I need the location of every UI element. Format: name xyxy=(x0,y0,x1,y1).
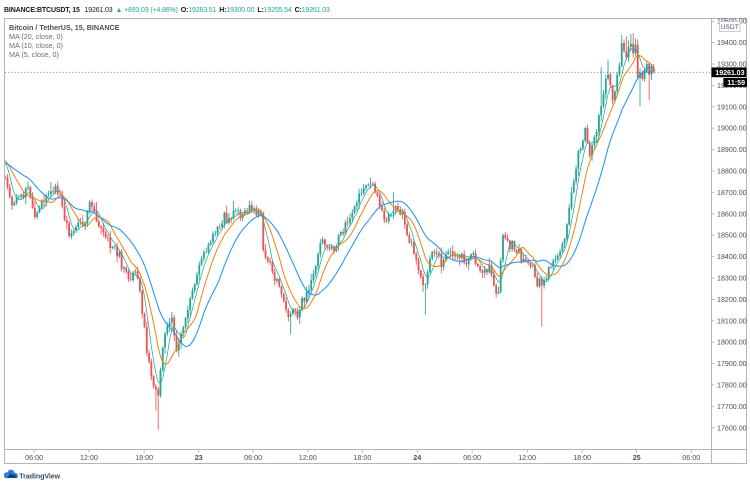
svg-text:06:00: 06:00 xyxy=(25,453,43,462)
svg-text:18000.00: 18000.00 xyxy=(717,339,747,347)
svg-text:24: 24 xyxy=(413,453,421,462)
svg-text:MA (5, close, 0): MA (5, close, 0) xyxy=(9,50,59,59)
svg-text:18:00: 18:00 xyxy=(353,453,371,462)
svg-text:12:00: 12:00 xyxy=(299,453,317,462)
svg-text:17700.00: 17700.00 xyxy=(717,403,747,411)
svg-text:19100.00: 19100.00 xyxy=(717,103,747,111)
svg-text:06:00: 06:00 xyxy=(682,453,700,462)
svg-text:18600.00: 18600.00 xyxy=(717,210,747,218)
svg-text:18900.00: 18900.00 xyxy=(717,146,747,154)
svg-text:Bitcoin / TetherUS, 15, BINANC: Bitcoin / TetherUS, 15, BINANCE xyxy=(9,23,120,32)
svg-text:BINANCE:BTCUSDT, 15 19261.03▲: BINANCE:BTCUSDT, 15 19261.03 ▲ +893.03 (+… xyxy=(4,7,330,14)
svg-text:12:00: 12:00 xyxy=(518,453,536,462)
svg-text:17600.00: 17600.00 xyxy=(717,424,747,432)
svg-text:TradingView: TradingView xyxy=(19,472,60,480)
svg-text:19000.00: 19000.00 xyxy=(717,125,747,133)
svg-text:18400.00: 18400.00 xyxy=(717,253,747,261)
svg-text:25: 25 xyxy=(633,453,641,462)
svg-text:18500.00: 18500.00 xyxy=(717,232,747,240)
svg-text:11:59: 11:59 xyxy=(727,79,745,87)
svg-text:19300.00: 19300.00 xyxy=(717,61,747,69)
svg-text:19261.03: 19261.03 xyxy=(715,68,744,77)
svg-text:17800.00: 17800.00 xyxy=(717,382,747,390)
svg-text:18800.00: 18800.00 xyxy=(717,168,747,176)
svg-text:17900.00: 17900.00 xyxy=(717,360,747,368)
svg-text:23: 23 xyxy=(195,453,203,462)
svg-text:18300.00: 18300.00 xyxy=(717,275,747,283)
svg-text:19400.00: 19400.00 xyxy=(717,39,747,47)
svg-text:18700.00: 18700.00 xyxy=(717,189,747,197)
svg-text:06:00: 06:00 xyxy=(463,453,481,462)
svg-text:18200.00: 18200.00 xyxy=(717,296,747,304)
svg-text:MA (10, close, 0): MA (10, close, 0) xyxy=(9,41,63,50)
svg-text:12:00: 12:00 xyxy=(80,453,98,462)
svg-text:06:00: 06:00 xyxy=(244,453,262,462)
svg-text:MA (20, close, 0): MA (20, close, 0) xyxy=(9,32,63,41)
svg-text:18:00: 18:00 xyxy=(573,453,591,462)
svg-text:USDT: USDT xyxy=(721,24,739,31)
svg-text:18:00: 18:00 xyxy=(135,453,153,462)
svg-text:18100.00: 18100.00 xyxy=(717,317,747,325)
